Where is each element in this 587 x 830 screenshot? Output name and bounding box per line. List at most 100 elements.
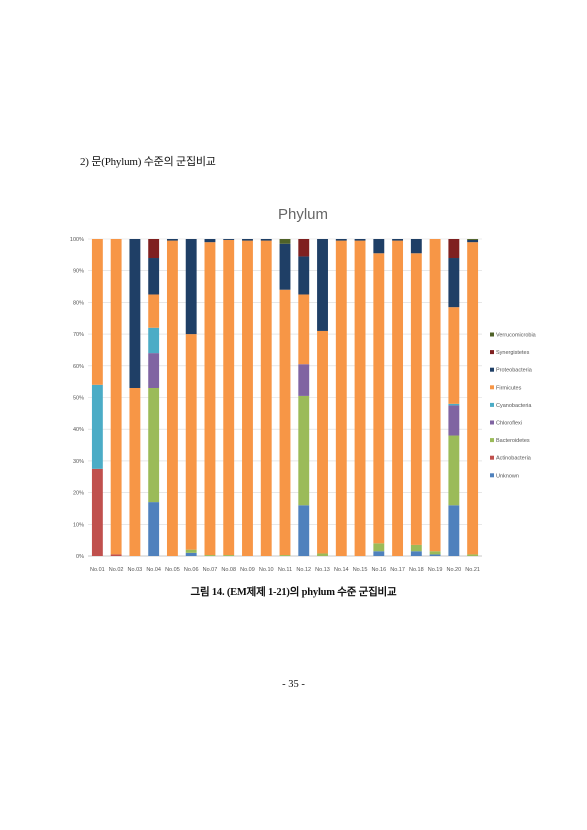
page-number: - 35 - xyxy=(282,679,305,690)
x-tick-label: No.19 xyxy=(428,567,443,573)
y-tick-label: 30% xyxy=(73,459,84,465)
legend-swatch-firmicutes xyxy=(490,385,494,390)
bar-segment-proteobacteria-no10 xyxy=(260,239,272,241)
bar-segment-unknown-no04 xyxy=(148,502,160,556)
x-tick-label: No.02 xyxy=(109,567,124,573)
y-tick-label: 0% xyxy=(76,554,84,560)
legend-label-proteobacteria: Proteobacteria xyxy=(496,368,533,374)
bar-segment-synergistetes-no20 xyxy=(448,239,460,259)
x-tick-label: No.01 xyxy=(90,567,105,573)
bar-segment-proteobacteria-no09 xyxy=(242,239,253,241)
x-tick-label: No.14 xyxy=(334,567,349,573)
bar-segment-unknown-no18 xyxy=(410,551,422,556)
y-tick-label: 70% xyxy=(73,332,84,338)
bar-segment-bacteroidetes-no07 xyxy=(204,555,216,556)
x-tick-label: No.05 xyxy=(165,567,180,573)
bar-segment-firmicutes-no18 xyxy=(410,253,422,545)
x-tick-label: No.06 xyxy=(184,567,199,573)
x-tick-label: No.10 xyxy=(259,567,274,573)
bar-segment-firmicutes-no14 xyxy=(335,240,347,556)
bar-segment-firmicutes-no10 xyxy=(260,240,272,556)
bar-segment-proteobacteria-no08 xyxy=(223,239,235,240)
bar-segment-bacteroidetes-no21 xyxy=(467,554,479,556)
bar-segment-proteobacteria-no20 xyxy=(448,258,460,308)
y-tick-label: 100% xyxy=(70,237,84,243)
bar-segment-firmicutes-no20 xyxy=(448,307,460,404)
y-tick-label: 40% xyxy=(73,427,84,433)
bar-segment-proteobacteria-no12 xyxy=(298,256,310,295)
bar-segment-chloroflexi-no20 xyxy=(448,405,460,436)
bar-segment-actinobacteria-no01 xyxy=(91,468,103,556)
legend-label-actinobacteria: Actinobacteria xyxy=(496,456,532,462)
bar-segment-unknown-no20 xyxy=(448,505,460,556)
legend-label-cyanobacteria: Cyanobacteria xyxy=(496,403,532,409)
legend-swatch-verrucomicrobia xyxy=(490,332,494,337)
y-tick-label: 20% xyxy=(73,491,84,497)
bar-segment-proteobacteria-no03 xyxy=(129,239,141,388)
bar-segment-proteobacteria-no07 xyxy=(204,239,216,243)
bar-segment-unknown-no19 xyxy=(429,554,441,556)
legend-swatch-synergistetes xyxy=(490,350,494,355)
bar-segment-firmicutes-no07 xyxy=(204,242,216,556)
bar-segment-firmicutes-no17 xyxy=(392,240,404,556)
bar-segment-cyanobacteria-no04 xyxy=(148,327,160,354)
bar-segment-bacteroidetes-no20 xyxy=(448,435,460,506)
x-tick-label: No.04 xyxy=(146,567,161,573)
bar-segment-bacteroidetes-no16 xyxy=(373,543,385,552)
bar-segment-verrucomicrobia-no21 xyxy=(467,239,479,240)
bar-segment-synergistetes-no12 xyxy=(298,239,310,257)
y-tick-label: 60% xyxy=(73,364,84,370)
x-tick-label: No.15 xyxy=(353,567,368,573)
legend-swatch-cyanobacteria xyxy=(490,402,494,407)
bar-segment-unknown-no06 xyxy=(185,552,197,556)
bar-segment-chloroflexi-no04 xyxy=(148,353,160,388)
legend-label-unknown: Unknown xyxy=(496,473,519,479)
bar-segment-proteobacteria-no16 xyxy=(373,239,385,254)
legend-label-verrucomicrobia: Verrucomicrobia xyxy=(496,333,537,339)
bar-segment-bacteroidetes-no11 xyxy=(279,555,291,556)
bar-segment-bacteroidetes-no18 xyxy=(410,544,422,552)
bar-segment-firmicutes-no16 xyxy=(373,253,385,544)
bar-segment-firmicutes-no06 xyxy=(185,334,197,550)
bar-segment-cyanobacteria-no01 xyxy=(91,384,103,469)
x-tick-label: No.09 xyxy=(240,567,255,573)
bar-segment-proteobacteria-no04 xyxy=(148,258,160,295)
bar-segment-bacteroidetes-no13 xyxy=(317,553,328,556)
bar-segment-unknown-no12 xyxy=(298,505,310,556)
legend-swatch-actinobacteria xyxy=(490,455,494,460)
bar-segment-verrucomicrobia-no11 xyxy=(279,239,291,244)
legend-swatch-proteobacteria xyxy=(490,367,494,372)
x-tick-label: No.20 xyxy=(447,567,462,573)
bar-segment-synergistetes-no04 xyxy=(148,239,160,259)
x-tick-label: No.17 xyxy=(390,567,405,573)
x-tick-label: No.07 xyxy=(203,567,218,573)
x-tick-label: No.12 xyxy=(296,567,311,573)
figure-caption: 그림 14. (EM제제 1-21)의 phylum 수준 군집비교 xyxy=(190,587,397,598)
bars xyxy=(91,239,479,556)
legend: Verrucomicrobia Synergistetes Proteobacter… xyxy=(490,332,537,479)
bar-segment-proteobacteria-no05 xyxy=(166,239,178,241)
y-tick-label: 50% xyxy=(73,396,84,402)
bar-segment-proteobacteria-no13 xyxy=(317,239,328,331)
bar-segment-firmicutes-no08 xyxy=(223,239,235,556)
bar-segment-firmicutes-no19 xyxy=(429,239,441,552)
y-axis-ticks: 0% 10% 20% 30% 40% 50% 60% 70% 80% 90% 100% xyxy=(70,237,84,560)
bar-segment-firmicutes-no12 xyxy=(298,294,310,365)
x-tick-label: No.03 xyxy=(128,567,143,573)
legend-swatch-bacteroidetes xyxy=(490,438,494,443)
bar-segment-proteobacteria-no17 xyxy=(392,239,404,241)
bar-segment-actinobacteria-no02 xyxy=(110,554,122,556)
bar-segment-firmicutes-no05 xyxy=(166,240,178,556)
bar-segment-bacteroidetes-no12 xyxy=(298,395,310,506)
bar-segment-firmicutes-no13 xyxy=(317,330,328,554)
bar-segment-cyanobacteria-no20 xyxy=(448,403,460,406)
x-tick-label: No.11 xyxy=(278,567,292,573)
x-tick-label: No.18 xyxy=(409,567,424,573)
bar-segment-proteobacteria-no14 xyxy=(335,239,347,241)
bar-segment-unknown-no16 xyxy=(373,551,385,556)
bar-segment-firmicutes-no21 xyxy=(467,242,479,555)
legend-swatch-unknown xyxy=(490,473,494,478)
legend-label-chloroflexi: Chloroflexi xyxy=(496,421,522,427)
legend-label-synergistetes: Synergistetes xyxy=(496,350,530,356)
x-axis-ticks: No.01 No.02 No.03 No.04 No.05 No.06 No.07 No.08… xyxy=(90,567,480,573)
